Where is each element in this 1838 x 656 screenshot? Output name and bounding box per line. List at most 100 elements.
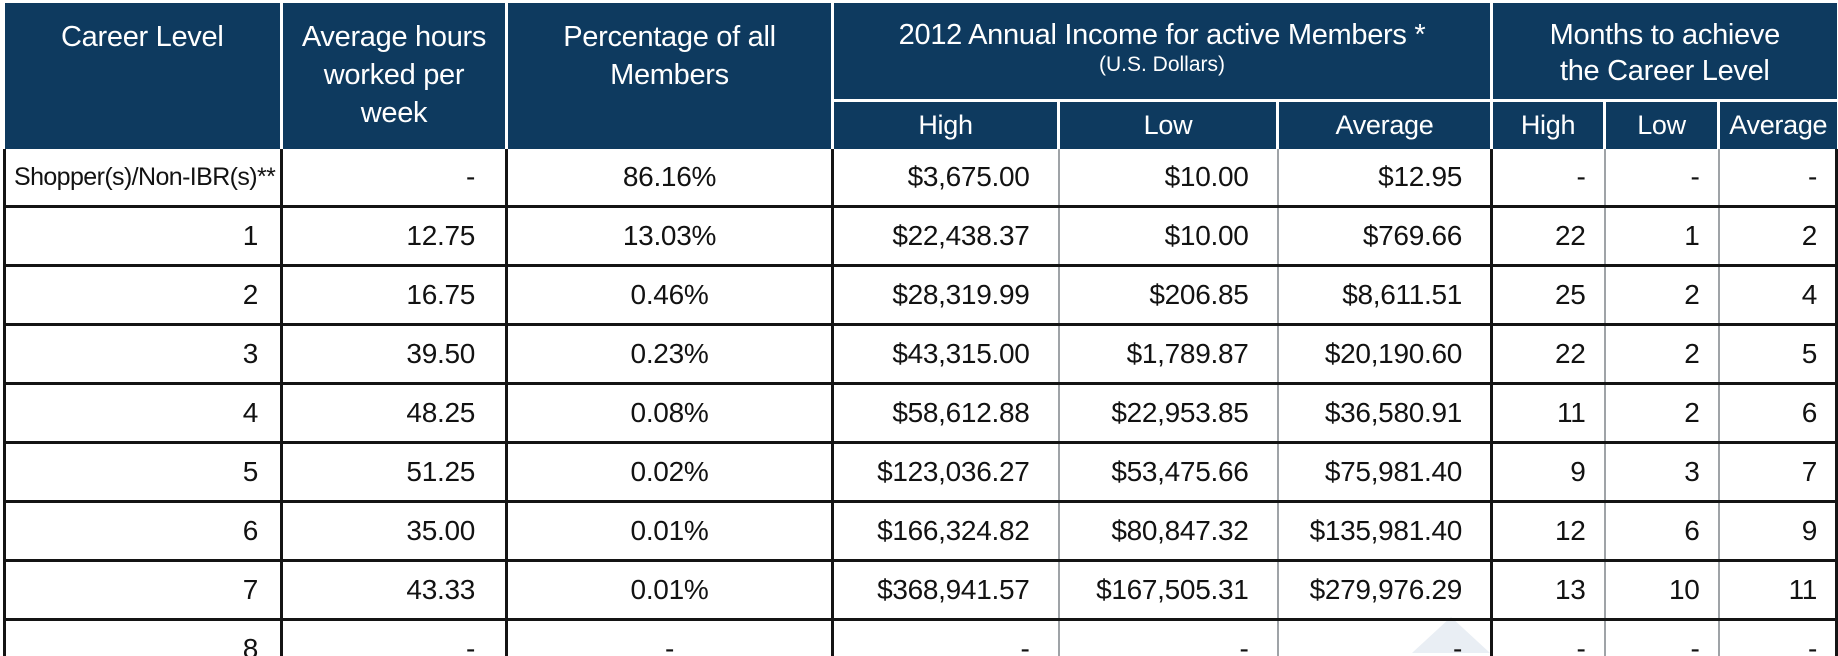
cell-avg-hours: 16.75: [281, 265, 508, 326]
cell-income-low: $1,789.87: [1058, 324, 1279, 385]
cell-avg-hours: 51.25: [281, 442, 508, 503]
cell-income-high: $166,324.82: [832, 501, 1060, 562]
cell-career-level: 5: [3, 442, 283, 503]
cell-months-low: -: [1604, 619, 1720, 656]
header-career-level-label: Career Level: [61, 21, 224, 53]
cell-income-low: $167,505.31: [1058, 560, 1279, 621]
header-group-months-to-achieve: Months to achieve the Career Level: [1491, 3, 1837, 102]
cell-income-average: $12.95: [1277, 149, 1494, 208]
cell-months-average: 9: [1718, 501, 1838, 562]
cell-months-average: 7: [1718, 442, 1838, 503]
cell-career-level: Shopper(s)/Non-IBR(s)**: [3, 149, 283, 208]
cell-months-average: -: [1718, 149, 1838, 208]
cell-pct-members: -: [506, 619, 834, 656]
cell-months-low: 2: [1604, 265, 1720, 326]
cell-career-level: 7: [3, 560, 283, 621]
cell-months-average: -: [1718, 619, 1838, 656]
career-level-income-table: Career Level Average hours worked per we…: [3, 3, 1838, 656]
cell-months-average: 11: [1718, 560, 1838, 621]
cell-income-high: $3,675.00: [832, 149, 1060, 208]
header-annual-income-subtitle: (U.S. Dollars): [1099, 53, 1226, 76]
cell-income-high: $22,438.37: [832, 206, 1060, 267]
cell-months-low: 10: [1604, 560, 1720, 621]
cell-months-low: 2: [1604, 383, 1720, 444]
cell-income-high: $123,036.27: [832, 442, 1060, 503]
cell-income-average: $135,981.40: [1277, 501, 1494, 562]
cell-months-low: 6: [1604, 501, 1720, 562]
cell-months-average: 5: [1718, 324, 1838, 385]
cell-career-level: 8: [3, 619, 283, 656]
table-row: 8 - - - - - - - -: [3, 619, 1838, 656]
cell-months-average: 6: [1718, 383, 1838, 444]
cell-pct-members: 0.01%: [506, 560, 834, 621]
cell-months-average: 2: [1718, 206, 1838, 267]
header-income-low: Low: [1058, 100, 1279, 149]
cell-months-low: 2: [1604, 324, 1720, 385]
table-row: 7 43.33 0.01% $368,941.57 $167,505.31 $2…: [3, 560, 1838, 621]
table-row: 1 12.75 13.03% $22,438.37 $10.00 $769.66…: [3, 206, 1838, 267]
cell-income-low: $80,847.32: [1058, 501, 1279, 562]
header-annual-income-title: 2012 Annual Income for active Members *: [898, 19, 1426, 51]
cell-income-low: $53,475.66: [1058, 442, 1279, 503]
header-average-hours-label: Average hours worked per week: [301, 21, 487, 129]
cell-months-high: 11: [1491, 383, 1606, 444]
header-average-hours: Average hours worked per week: [281, 3, 508, 149]
cell-pct-members: 0.23%: [506, 324, 834, 385]
cell-career-level: 3: [3, 324, 283, 385]
cell-income-low: -: [1058, 619, 1279, 656]
cell-income-average: $279,976.29: [1277, 560, 1494, 621]
cell-months-high: 22: [1491, 324, 1606, 385]
cell-months-average: 4: [1718, 265, 1838, 326]
cell-months-low: -: [1604, 149, 1720, 208]
cell-avg-hours: 48.25: [281, 383, 508, 444]
cell-months-high: -: [1491, 619, 1606, 656]
header-months-high: High: [1491, 100, 1607, 149]
cell-income-average: $36,580.91: [1277, 383, 1494, 444]
cell-pct-members: 86.16%: [506, 149, 834, 208]
cell-income-high: -: [832, 619, 1060, 656]
cell-avg-hours: 43.33: [281, 560, 508, 621]
cell-months-low: 3: [1604, 442, 1720, 503]
table-row: 6 35.00 0.01% $166,324.82 $80,847.32 $13…: [3, 501, 1838, 562]
cell-pct-members: 0.02%: [506, 442, 834, 503]
header-career-level: Career Level: [4, 3, 283, 149]
header-months-low: Low: [1604, 100, 1721, 149]
table-row: 3 39.50 0.23% $43,315.00 $1,789.87 $20,1…: [3, 324, 1838, 385]
cell-income-low: $10.00: [1058, 149, 1279, 208]
cell-avg-hours: 12.75: [281, 206, 508, 267]
header-percentage-members: Percentage of all Members: [506, 3, 834, 149]
header-percentage-members-label: Percentage of all Members: [563, 21, 776, 91]
cell-career-level: 1: [3, 206, 283, 267]
header-months-average: Average: [1718, 100, 1837, 149]
cell-income-average: -: [1277, 619, 1494, 656]
cell-months-low: 1: [1604, 206, 1720, 267]
header-months-title: Months to achieve the Career Level: [1549, 19, 1781, 87]
cell-pct-members: 13.03%: [506, 206, 834, 267]
cell-income-average: $20,190.60: [1277, 324, 1494, 385]
cell-pct-members: 0.08%: [506, 383, 834, 444]
cell-avg-hours: -: [281, 149, 508, 208]
cell-income-low: $206.85: [1058, 265, 1279, 326]
cell-months-high: -: [1491, 149, 1606, 208]
cell-career-level: 6: [3, 501, 283, 562]
cell-career-level: 2: [3, 265, 283, 326]
header-income-high: High: [832, 100, 1060, 149]
cell-income-average: $8,611.51: [1277, 265, 1494, 326]
table-row: 5 51.25 0.02% $123,036.27 $53,475.66 $75…: [3, 442, 1838, 503]
cell-income-high: $28,319.99: [832, 265, 1060, 326]
cell-career-level: 4: [3, 383, 283, 444]
cell-income-low: $10.00: [1058, 206, 1279, 267]
cell-months-high: 25: [1491, 265, 1606, 326]
cell-avg-hours: -: [281, 619, 508, 656]
table-row: Shopper(s)/Non-IBR(s)** - 86.16% $3,675.…: [3, 149, 1838, 208]
cell-income-high: $58,612.88: [832, 383, 1060, 444]
cell-pct-members: 0.46%: [506, 265, 834, 326]
cell-income-average: $75,981.40: [1277, 442, 1494, 503]
cell-income-low: $22,953.85: [1058, 383, 1279, 444]
table-row: 2 16.75 0.46% $28,319.99 $206.85 $8,611.…: [3, 265, 1838, 326]
cell-months-high: 9: [1491, 442, 1606, 503]
cell-months-high: 12: [1491, 501, 1606, 562]
cell-months-high: 22: [1491, 206, 1606, 267]
cell-income-high: $43,315.00: [832, 324, 1060, 385]
